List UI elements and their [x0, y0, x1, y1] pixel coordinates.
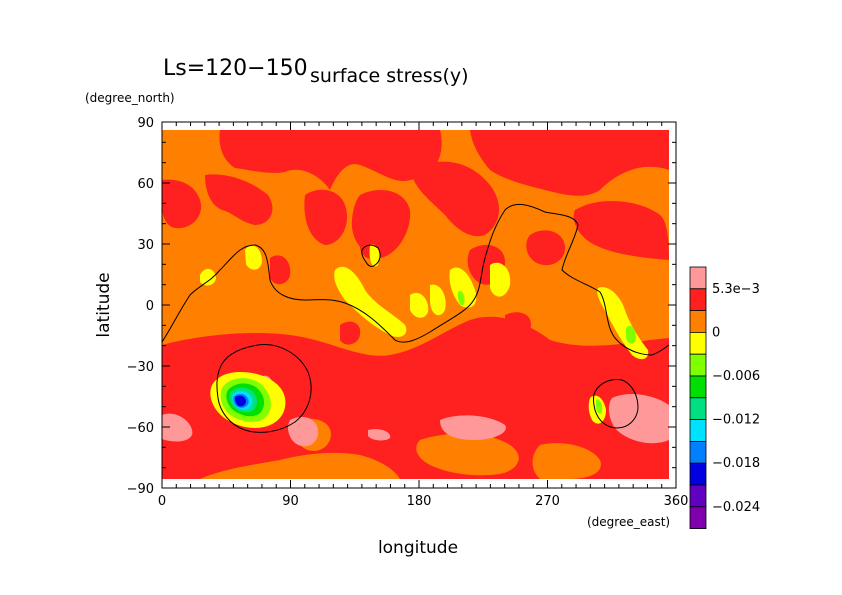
colorbar-swatch	[689, 506, 707, 529]
colorbar-swatch	[689, 462, 707, 486]
colorbar-label: −0.018	[712, 456, 760, 471]
colorbar-swatch	[689, 484, 707, 508]
y-tick-label: −30	[127, 360, 154, 375]
colorbar-label: −0.024	[712, 500, 760, 515]
x-tick-label: 270	[535, 494, 560, 509]
y-axis-label: latitude	[94, 272, 114, 337]
pink-regions	[162, 375, 669, 447]
y-tick-label: 30	[137, 238, 154, 253]
y-tick-label: −90	[127, 482, 154, 497]
colorbar: 5.3e−3 0 −0.006 −0.012 −0.018 −0.024	[689, 266, 760, 529]
colorbar-swatch	[689, 266, 707, 290]
colorbar-label: 5.3e−3	[712, 282, 760, 297]
y-tick-label: 0	[146, 299, 154, 314]
colorbar-label: 0	[712, 325, 720, 340]
chart-title: surface stress(y)	[310, 65, 469, 87]
x-axis-label: longitude	[378, 538, 458, 558]
colorbar-swatch	[689, 440, 707, 464]
low-stress-core	[220, 290, 636, 422]
contour-field	[162, 130, 669, 479]
colorbar-swatch	[689, 331, 707, 355]
x-tick-label: 180	[407, 494, 432, 509]
y-tick-label: 60	[137, 177, 154, 192]
colorbar-swatch	[689, 397, 707, 420]
y-tick-label: −60	[127, 421, 154, 436]
colorbar-label: −0.006	[712, 369, 760, 384]
colorbar-swatch	[689, 353, 707, 377]
colorbar-swatch	[689, 288, 707, 311]
x-tick-label: 0	[158, 494, 166, 509]
colorbar-label: −0.012	[712, 413, 760, 428]
colorbar-swatch	[689, 375, 707, 399]
x-tick-label: 360	[664, 494, 689, 509]
y-tick-label: 90	[137, 116, 154, 131]
colorbar-swatch	[689, 310, 707, 333]
x-tick-label: 90	[282, 494, 299, 509]
topography-contours	[162, 203, 669, 433]
y-axis-unit: (degree_north)	[85, 91, 175, 105]
chart-subtitle: Ls=120−150	[163, 56, 308, 81]
axes: 0 90 180 270 360 90 60 30 0 −30 −60 −90	[127, 116, 689, 509]
x-axis-unit: (degree_east)	[587, 515, 670, 529]
colorbar-swatch	[689, 419, 707, 442]
positive-regions	[162, 130, 669, 479]
